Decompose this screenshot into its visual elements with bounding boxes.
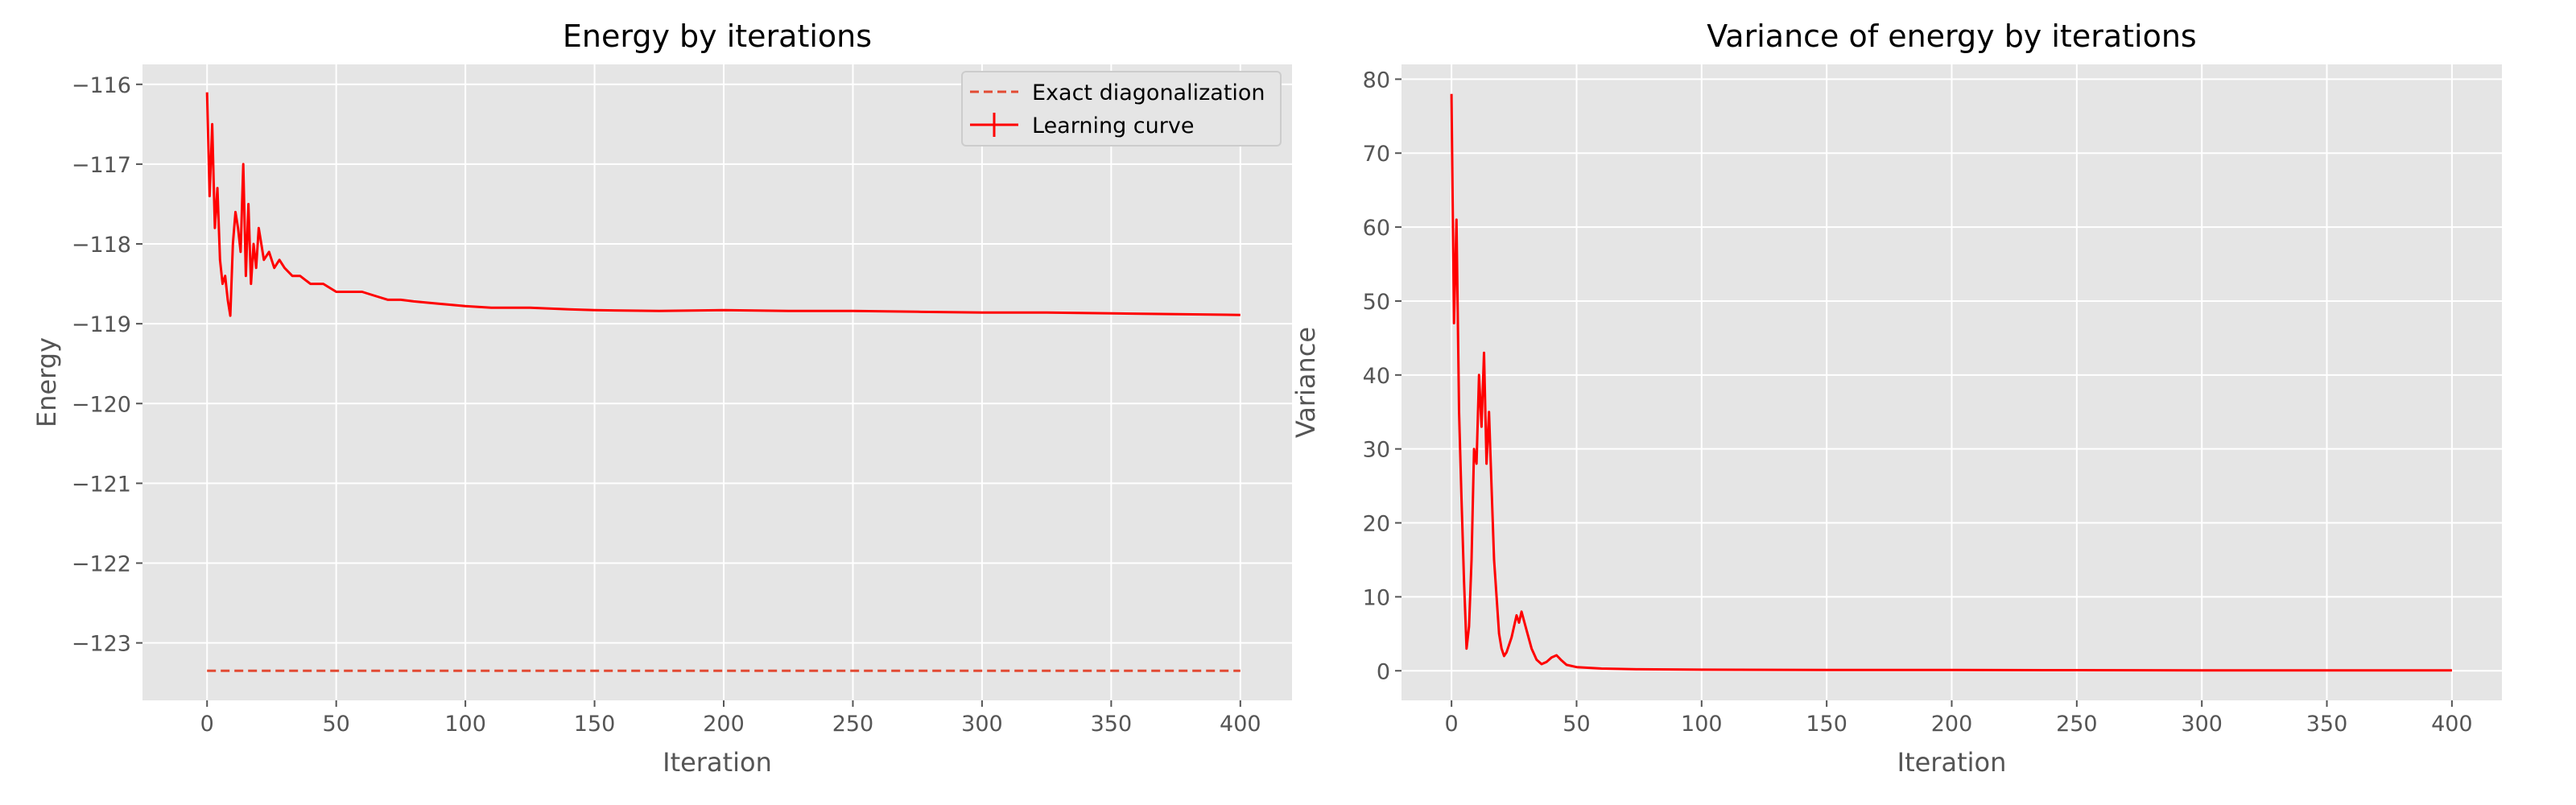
energy-legend: Exact diagonalization Learning curve [961,71,1282,147]
x-tick-label: 300 [2181,712,2223,737]
variance-chart: 0 50 100 150 200 250 300 350 400 0 10 20 30 40 50 60 70 8… [1290,19,2502,778]
variance-series [1450,93,2452,672]
y-tick-label: −118 [72,233,131,258]
y-tick-label: −117 [72,153,131,178]
energy-chart-title: Energy by iterations [563,19,872,54]
x-tick-label: 400 [2431,712,2473,737]
variance-tick-labels: 0 50 100 150 200 250 300 350 400 0 10 20 30 40 50 60 70 8… [1363,68,2473,737]
x-tick-label: 0 [200,712,214,737]
y-tick-label: 20 [1363,512,1390,537]
y-tick-label: −121 [72,472,131,497]
x-tick-label: 100 [1681,712,1723,737]
y-tick-label: 70 [1363,142,1390,167]
x-tick-label: 200 [1931,712,1973,737]
energy-y-axis-label: Energy [31,337,62,427]
y-tick-label: 30 [1363,438,1390,463]
legend-label-exact-diagonalization: Exact diagonalization [1032,80,1265,105]
y-tick-label: 80 [1363,68,1390,93]
variance-y-axis-label: Variance [1290,327,1321,438]
legend-box [961,71,1282,147]
x-tick-label: 350 [2306,712,2348,737]
x-tick-label: 50 [322,712,349,737]
y-tick-label: 40 [1363,364,1390,389]
y-tick-label: −120 [72,392,131,417]
y-tick-label: −116 [72,73,131,98]
x-tick-label: 50 [1563,712,1590,737]
y-tick-label: 0 [1377,659,1390,684]
x-tick-label: 0 [1445,712,1459,737]
x-tick-label: 350 [1091,712,1133,737]
y-tick-label: 50 [1363,290,1390,315]
x-tick-label: 150 [1806,712,1847,737]
variance-x-axis-label: Iteration [1897,747,2007,778]
x-tick-label: 150 [574,712,616,737]
learning-curve-line [205,92,1241,317]
x-tick-label: 200 [703,712,745,737]
energy-plot-area [142,64,1292,700]
x-tick-label: 250 [2056,712,2098,737]
y-tick-label: −119 [72,312,131,337]
legend-label-learning-curve: Learning curve [1032,114,1194,138]
variance-line [1450,93,2452,672]
x-tick-label: 400 [1220,712,1261,737]
energy-grid [136,64,1292,707]
energy-tick-labels: 0 50 100 150 200 250 300 350 400 −123 −122 −121 −120… [72,73,1261,737]
variance-chart-title: Variance of energy by iterations [1707,19,2196,54]
y-tick-label: −123 [72,632,131,657]
y-tick-label: 10 [1363,585,1390,610]
y-tick-label: 60 [1363,216,1390,241]
x-tick-label: 250 [832,712,874,737]
energy-x-axis-label: Iteration [663,747,772,778]
y-tick-label: −122 [72,552,131,577]
energy-series [205,92,1241,672]
x-tick-label: 100 [444,712,486,737]
energy-chart: 0 50 100 150 200 250 300 350 400 −123 −122 −121 −120… [31,19,1292,778]
x-tick-label: 300 [961,712,1003,737]
